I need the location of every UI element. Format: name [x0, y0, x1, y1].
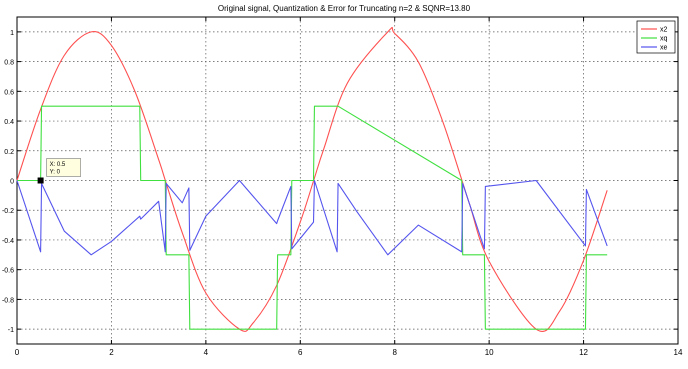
series-line-x2 — [16, 26, 608, 332]
y-tick-label: -0.6 — [2, 268, 14, 275]
series-group — [16, 26, 608, 332]
x-tick-label: 14 — [674, 348, 683, 357]
legend-label-xe: xe — [660, 45, 668, 52]
datatip-box — [46, 158, 81, 177]
plot-area — [16, 16, 679, 345]
datatip-text: Y: 0 — [50, 170, 61, 176]
legend-label-x2: x2 — [660, 27, 668, 34]
x-tick-label: 12 — [579, 348, 588, 357]
y-tick-label: 0.4 — [4, 119, 14, 126]
y-tick-label: -0.8 — [2, 297, 14, 304]
tick-labels: 0 2 4 6 8 10 12 14 1 0.8 0.6 0.4 0.2 0 -0.2 -0.4 -0.6 -0.… — [2, 17, 683, 357]
y-tick-label: 1 — [10, 30, 14, 37]
legend-box — [636, 20, 676, 54]
x-tick-label: 8 — [392, 348, 397, 357]
y-tick-label: -0.4 — [2, 238, 14, 245]
x-tick-label: 6 — [298, 348, 303, 357]
datatip-marker — [37, 177, 44, 184]
series-line-xq — [17, 105, 608, 330]
y-tick-label: 0.6 — [4, 89, 14, 96]
y-tick-label: 0.2 — [4, 149, 14, 156]
datatip-text: X: 0.5 — [50, 162, 66, 168]
x-tick-label: 10 — [485, 348, 494, 357]
y-tick-label: 0 — [10, 179, 14, 186]
grid — [17, 17, 678, 344]
x-tick-label: 2 — [109, 348, 114, 357]
x-tick-label: 0 — [15, 348, 20, 357]
legend[interactable]: x2 xq xe — [636, 20, 676, 54]
y-tick-label: -1 — [8, 327, 14, 334]
y-tick-label: 0.8 — [4, 60, 14, 67]
legend-label-xq: xq — [660, 36, 668, 43]
y-tick-label: -0.2 — [2, 208, 14, 215]
chart-title: Original signal, Quantization & Error fo… — [218, 4, 471, 13]
x-tick-label: 4 — [204, 348, 209, 357]
series-line-xe — [16, 179, 608, 256]
data-tip[interactable]: X: 0.5 Y: 0 — [37, 158, 81, 184]
